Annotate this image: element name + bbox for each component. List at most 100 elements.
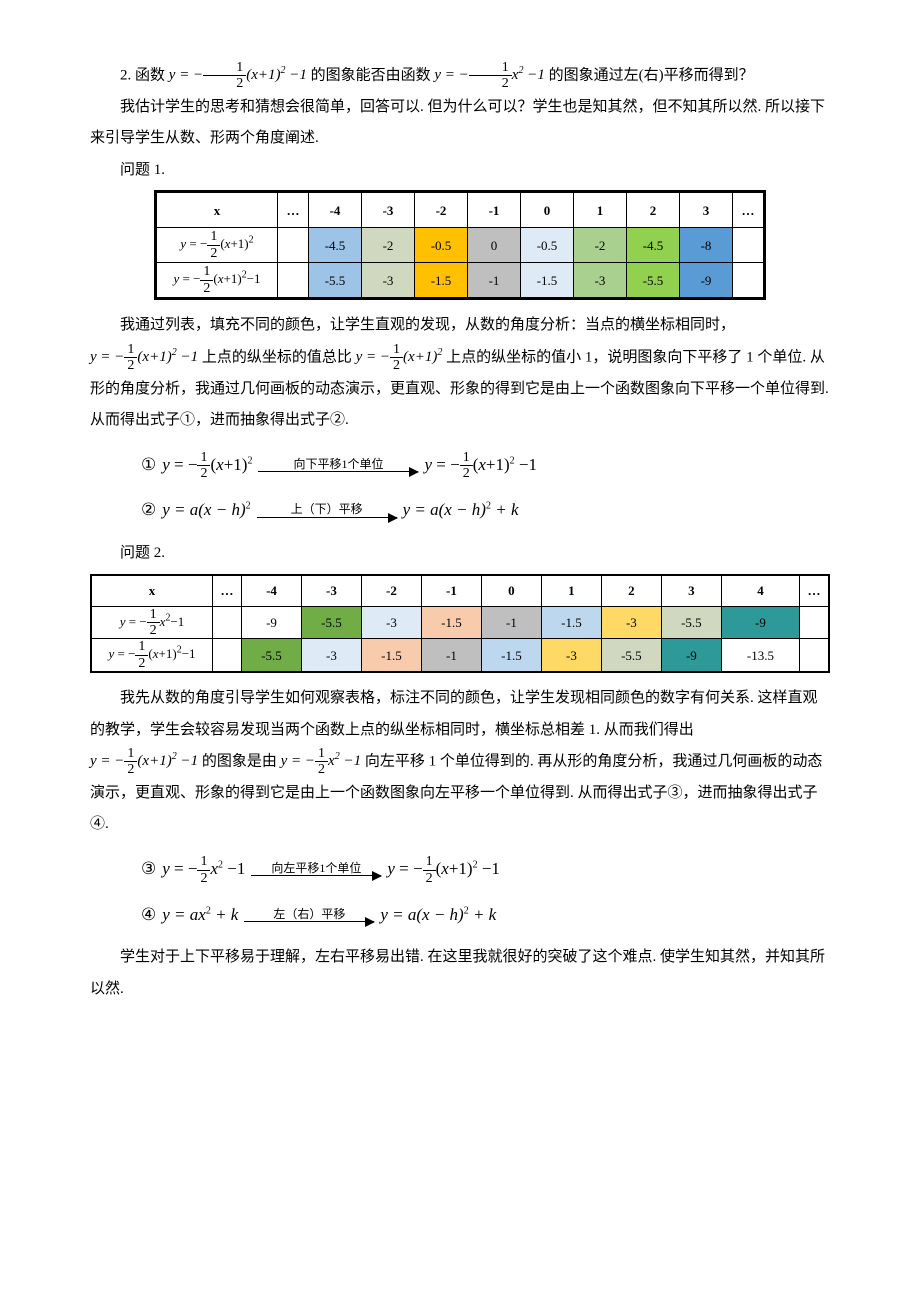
formula-num: ④	[141, 897, 156, 933]
q2-mid: 的图象能否由函数	[311, 67, 431, 83]
q2-prefix: 2. 函数	[120, 67, 165, 83]
cell: -9	[721, 606, 799, 639]
cell: -1.5	[361, 639, 421, 672]
cell: -4.5	[627, 228, 680, 263]
table-row: y = −12(x+1)2−1 -5.5 -3 -1.5 -1 -1.5 -3 …	[91, 639, 829, 672]
cell: -9	[242, 606, 302, 639]
table-row: y = −12x2−1 -9 -5.5 -3 -1.5 -1 -1.5 -3 -…	[91, 606, 829, 639]
cell: -1.5	[421, 606, 481, 639]
cell: -1.5	[481, 639, 541, 672]
arrow-label: 左（右）平移	[244, 907, 374, 921]
formula-4: ④ y = ax2 + k 左（右）平移 y = a(x − h)2 + k	[141, 897, 830, 933]
cell: -2	[574, 228, 627, 263]
col-h: -1	[421, 575, 481, 607]
para-mid1b: y = −12(x+1)2 −1 上点的纵坐标的值总比 y = −12(x+1)…	[90, 342, 830, 437]
cell: -3	[574, 263, 627, 299]
row-label: y = −12x2−1	[91, 606, 213, 639]
col-h: -4	[242, 575, 302, 607]
formula-rhs: y = −12(x+1)2 −1	[424, 447, 537, 483]
formula-inline: y = −12(x+1)2 −1	[90, 753, 198, 769]
cell: -5.5	[601, 639, 661, 672]
cell	[800, 606, 830, 639]
col-h: -2	[361, 575, 421, 607]
col-h: 2	[627, 192, 680, 228]
col-h: 1	[541, 575, 601, 607]
cell: -4.5	[309, 228, 362, 263]
para-mid2: 我先从数的角度引导学生如何观察表格，标注不同的颜色，让学生发现相同颜色的数字有何…	[90, 683, 830, 746]
formula-lhs: y = −12(x+1)2	[162, 447, 252, 483]
cell	[278, 228, 309, 263]
col-dots: …	[733, 192, 765, 228]
cell: -1	[481, 606, 541, 639]
cell: -9	[661, 639, 721, 672]
row-label: y = −12(x+1)2−1	[156, 263, 278, 299]
cell	[278, 263, 309, 299]
cell: -1.5	[541, 606, 601, 639]
col-h: 0	[481, 575, 541, 607]
formula-inline: y = −12(x+1)2 −1	[169, 67, 307, 83]
row-label: y = −12(x+1)2−1	[91, 639, 213, 672]
cell: -3	[361, 606, 421, 639]
formula-lhs: y = a(x − h)2	[162, 492, 250, 528]
arrow-icon: 左（右）平移	[244, 907, 374, 922]
arrow-label: 向左平移1个单位	[251, 861, 381, 875]
col-h: -3	[362, 192, 415, 228]
para-mid2b: y = −12(x+1)2 −1 的图象是由 y = −12x2 −1 向左平移…	[90, 746, 830, 841]
formula-inline: y = −12(x+1)2	[356, 349, 443, 365]
text: 我通过列表，填充不同的颜色，让学生直观的发现，从数的角度分析：当点的横坐标相同时…	[120, 317, 735, 333]
row-label: y = −12(x+1)2	[156, 228, 278, 263]
table-row: y = −12(x+1)2 -4.5 -2 -0.5 0 -0.5 -2 -4.…	[156, 228, 765, 263]
question-2-label: 问题 2.	[90, 538, 830, 570]
col-h: 0	[521, 192, 574, 228]
arrow-icon: 上（下）平移	[257, 502, 397, 517]
cell: -3	[541, 639, 601, 672]
arrow-icon: 向下平移1个单位	[258, 457, 418, 472]
formula-rhs: y = −12(x+1)2 −1	[387, 851, 500, 887]
formula-1: ① y = −12(x+1)2 向下平移1个单位 y = −12(x+1)2 −…	[141, 447, 830, 483]
formula-inline: y = −12x2 −1	[434, 67, 544, 83]
cell: -1	[421, 639, 481, 672]
para-mid1: 我通过列表，填充不同的颜色，让学生直观的发现，从数的角度分析：当点的横坐标相同时…	[90, 310, 830, 342]
table-1: x … -4 -3 -2 -1 0 1 2 3 … y = −12(x+1)2 …	[154, 190, 766, 300]
col-h: -4	[309, 192, 362, 228]
col-h: 4	[721, 575, 799, 607]
formula-lhs: y = ax2 + k	[162, 897, 238, 933]
cell: -1.5	[521, 263, 574, 299]
table-row: y = −12(x+1)2−1 -5.5 -3 -1.5 -1 -1.5 -3 …	[156, 263, 765, 299]
arrow-label: 上（下）平移	[257, 502, 397, 516]
cell: -9	[680, 263, 733, 299]
cell: -0.5	[521, 228, 574, 263]
col-x: x	[91, 575, 213, 607]
formula-inline: y = −12x2 −1	[281, 753, 361, 769]
formula-num: ②	[141, 492, 156, 528]
closing-para: 学生对于上下平移易于理解，左右平移易出错. 在这里我就很好的突破了这个难点. 使…	[90, 942, 830, 1005]
cell: -3	[301, 639, 361, 672]
cell	[800, 639, 830, 672]
cell: -3	[362, 263, 415, 299]
col-h: 3	[661, 575, 721, 607]
arrow-label: 向下平移1个单位	[258, 457, 418, 471]
formula-lhs: y = −12x2 −1	[162, 851, 245, 887]
table-row-header: x … -4 -3 -2 -1 0 1 2 3 4 …	[91, 575, 829, 607]
col-dots: …	[213, 575, 242, 607]
formula-num: ①	[141, 447, 156, 483]
col-h: 2	[601, 575, 661, 607]
cell	[733, 263, 765, 299]
cell	[733, 228, 765, 263]
para-intro: 我估计学生的思考和猜想会很简单，回答可以. 但为什么可以？学生也是知其然，但不知…	[90, 92, 830, 155]
col-h: -3	[301, 575, 361, 607]
table-row-header: x … -4 -3 -2 -1 0 1 2 3 …	[156, 192, 765, 228]
text: 上点的纵坐标的值小 1，说明图象向下平移了 1 个单位. 从形的角度分析，我通过…	[90, 349, 829, 428]
formula-num: ③	[141, 851, 156, 887]
table-2: x … -4 -3 -2 -1 0 1 2 3 4 … y = −12x2−1 …	[90, 574, 830, 674]
arrow-icon: 向左平移1个单位	[251, 861, 381, 876]
cell	[213, 639, 242, 672]
col-h: 3	[680, 192, 733, 228]
formula-rhs: y = a(x − h)2 + k	[403, 492, 519, 528]
cell: -5.5	[301, 606, 361, 639]
formula-rhs: y = a(x − h)2 + k	[380, 897, 496, 933]
cell: -5.5	[627, 263, 680, 299]
formula-inline: y = −12(x+1)2 −1	[90, 349, 198, 365]
cell: -0.5	[415, 228, 468, 263]
text: 的图象是由	[202, 753, 277, 769]
